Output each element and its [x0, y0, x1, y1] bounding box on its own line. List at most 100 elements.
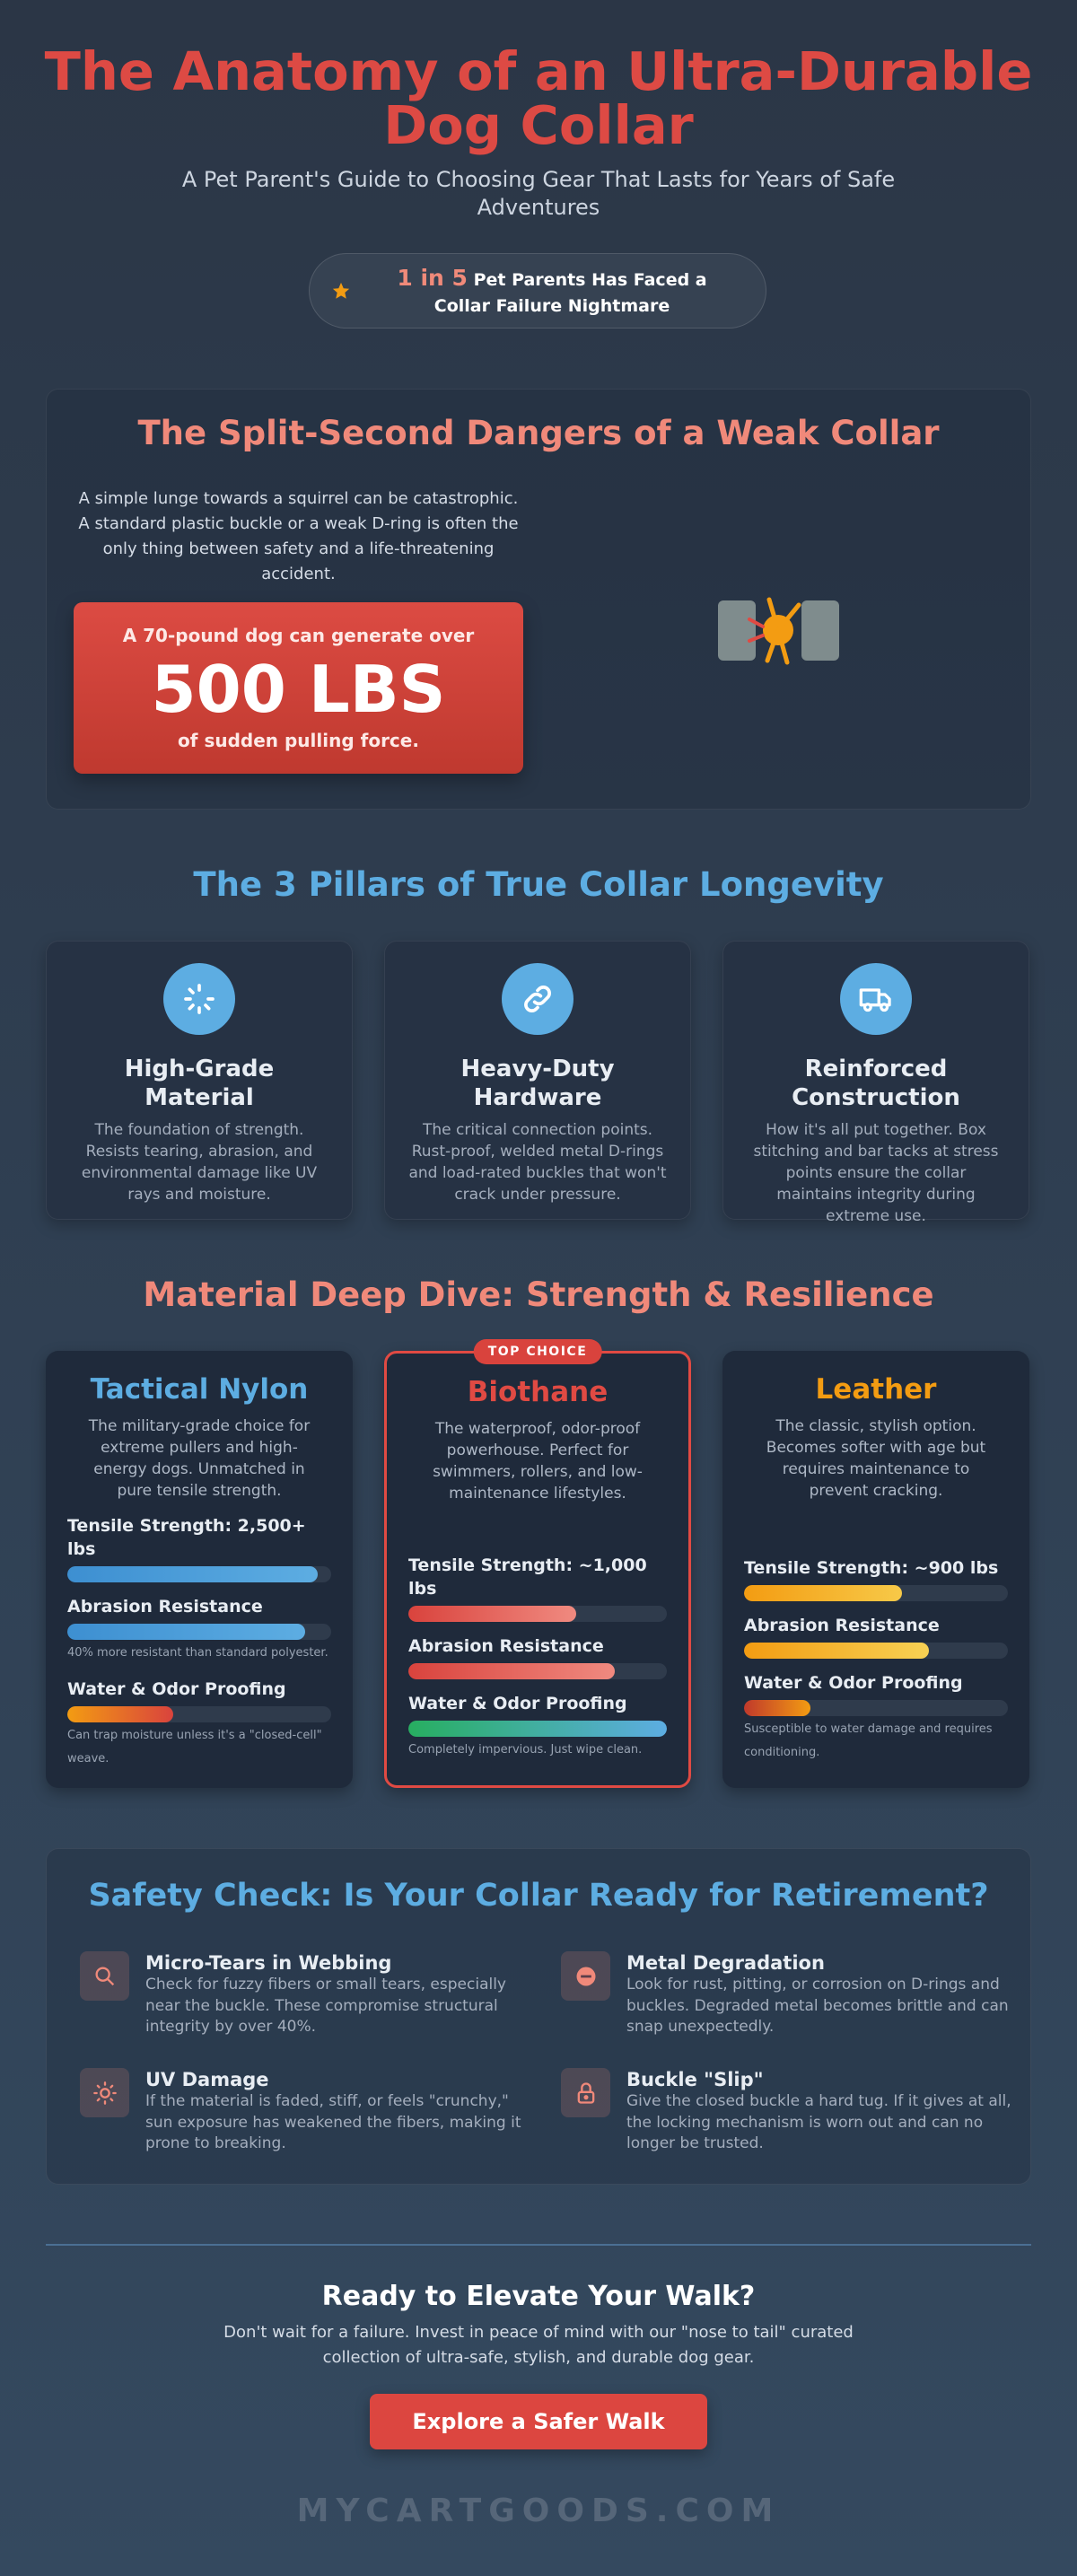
- pillar-icon: [840, 963, 912, 1035]
- metric-note: Susceptible to water damage and requires…: [744, 1722, 993, 1759]
- metric: Abrasion Resistance: [744, 1614, 1008, 1659]
- materials-title: Material Deep Dive: Strength & Resilienc…: [143, 1275, 934, 1314]
- metric: Abrasion Resistance 40% more resistant th…: [67, 1595, 331, 1665]
- material-name: Biothane: [467, 1376, 609, 1408]
- pillar-title: Reinforced Construction: [792, 1056, 960, 1111]
- metric-track: [67, 1706, 331, 1722]
- pillar-glyph: [184, 984, 215, 1014]
- metric-track: [67, 1624, 331, 1640]
- metric-bar: [744, 1585, 903, 1601]
- material-card: Tactical Nylon The military-grade choice …: [46, 1351, 353, 1788]
- metric: Water & Odor Proofing Susceptible to wate…: [744, 1671, 1008, 1765]
- safety-icon: [80, 2068, 129, 2117]
- safety-item-text: Check for fuzzy fibers or small tears, e…: [145, 1976, 506, 2036]
- dangers-body: A simple lunge towards a squirrel can be…: [78, 489, 519, 583]
- safety-icon: [561, 2068, 610, 2117]
- divider: [46, 2244, 1031, 2246]
- metric: Abrasion Resistance: [408, 1634, 667, 1679]
- safety-card: Safety Check: Is Your Collar Ready for R…: [46, 1848, 1031, 2185]
- metric-label: Water & Odor Proofing: [67, 1679, 286, 1699]
- stat-pill: 1 in 5 Pet Parents Has Faced a Collar Fa…: [309, 253, 766, 329]
- metric-track: [744, 1585, 1008, 1601]
- metric-bar: [408, 1663, 616, 1679]
- pillar-title: High-Grade Material: [124, 1056, 275, 1111]
- pillar-glyph: [524, 986, 551, 1012]
- metric-track: [67, 1566, 331, 1582]
- pillar-text: The foundation of strength. Resists tear…: [81, 1121, 318, 1204]
- pillar-card: Reinforced Construction How it's all put …: [722, 941, 1029, 1225]
- metric-bar: [744, 1643, 929, 1659]
- metric-track: [408, 1663, 667, 1679]
- dangers-title: The Split-Second Dangers of a Weak Colla…: [137, 414, 940, 452]
- safety-icon: [561, 1951, 610, 2001]
- safety-glyph: [92, 2081, 117, 2105]
- metric-label: Abrasion Resistance: [744, 1616, 940, 1635]
- metrics: Tensile Strength: ~900 lbs Abrasion Resis…: [744, 1544, 1008, 1765]
- material-name: Tactical Nylon: [90, 1373, 309, 1406]
- pillar-text: The critical connection points. Rust-pro…: [408, 1121, 667, 1204]
- safety-title: Safety Check: Is Your Collar Ready for R…: [88, 1878, 989, 1914]
- material-card: TOP CHOICE Biothane The waterproof, odor-p…: [384, 1339, 691, 1788]
- callout-figure: 500 LBS: [151, 652, 446, 727]
- pillar-card: Heavy-Duty Hardware The critical connecti…: [384, 941, 691, 1220]
- safety-icon: [80, 1951, 129, 2001]
- metric-track: [744, 1700, 1008, 1716]
- stat-highlight: 1 in 5: [397, 265, 468, 291]
- star-icon: [332, 282, 350, 299]
- pillar-icon: [163, 963, 235, 1035]
- metric-label: Tensile Strength: ~1,000 lbs: [408, 1555, 647, 1599]
- metric-bar: [67, 1706, 173, 1722]
- pillar-icon: [502, 963, 574, 1035]
- metric-bar: [744, 1700, 810, 1716]
- safety-item-title: Buckle "Slip": [626, 2069, 764, 2090]
- metric-track: [408, 1606, 667, 1622]
- safety-item-text: Look for rust, pitting, or corrosion on …: [626, 1976, 1009, 2036]
- metric-note: Can trap moisture unless it's a "closed-…: [67, 1729, 322, 1766]
- callout-lead: A 70-pound dog can generate over: [122, 625, 475, 646]
- metric: Water & Odor Proofing Can trap moisture u…: [67, 1678, 331, 1771]
- pillar-glyph: [859, 988, 891, 1012]
- cta-title: Ready to Elevate Your Walk?: [321, 2281, 756, 2312]
- footer-brand: MYCARTGOODS.COM: [296, 2493, 781, 2529]
- material-name: Leather: [815, 1373, 937, 1406]
- material-text: The waterproof, odor-proof powerhouse. P…: [433, 1420, 643, 1503]
- metric-bar: [408, 1606, 577, 1622]
- title: The Anatomy of an Ultra-Durable Dog Coll…: [44, 40, 1033, 156]
- safety-item-text: If the material is faded, stiff, or feel…: [145, 2092, 521, 2152]
- safety-item-title: UV Damage: [145, 2069, 269, 2090]
- material-card: Leather The classic, stylish option. Beco…: [722, 1351, 1029, 1788]
- metric: Water & Odor Proofing Completely impervio…: [408, 1692, 667, 1762]
- pillars-title: The 3 Pillars of True Collar Longevity: [193, 865, 884, 904]
- pillar-title: Heavy-Duty Hardware: [460, 1056, 615, 1111]
- safety-item-title: Metal Degradation: [626, 1952, 825, 1974]
- metric-bar: [67, 1566, 319, 1582]
- metric: Tensile Strength: 2,500+ lbs: [67, 1514, 331, 1582]
- metric-track: [744, 1643, 1008, 1659]
- metric-label: Tensile Strength: 2,500+ lbs: [67, 1516, 306, 1559]
- callout-tail: of sudden pulling force.: [178, 730, 419, 751]
- breaking-buckle-icon: [718, 597, 839, 665]
- metric-track: [408, 1721, 667, 1737]
- callout-box: A 70-pound dog can generate over 500 LBS…: [74, 602, 523, 774]
- metric: Tensile Strength: ~900 lbs: [744, 1556, 1008, 1601]
- metric-note: Completely impervious. Just wipe clean.: [408, 1743, 643, 1757]
- metric-bar: [408, 1721, 667, 1737]
- metric-label: Abrasion Resistance: [67, 1597, 263, 1617]
- metric-label: Abrasion Resistance: [408, 1636, 604, 1656]
- metrics: Tensile Strength: 2,500+ lbs Abrasion Res…: [67, 1502, 331, 1771]
- material-text: The classic, stylish option. Becomes sof…: [766, 1417, 986, 1500]
- metric-note: 40% more resistant than standard polyest…: [67, 1646, 328, 1660]
- safety-glyph: [577, 2081, 594, 2104]
- cta-button[interactable]: Explore a Safer Walk: [370, 2394, 707, 2449]
- stat-text-wrap: 1 in 5 Pet Parents Has Faced a Collar Fa…: [372, 265, 731, 320]
- metric: Tensile Strength: ~1,000 lbs: [408, 1554, 667, 1622]
- metric-bar: [67, 1624, 305, 1640]
- pillar-card: High-Grade Material The foundation of str…: [46, 941, 353, 1220]
- metrics: Tensile Strength: ~1,000 lbs Abrasion Res…: [408, 1541, 667, 1762]
- stat-text: Pet Parents Has Faced a Collar Failure N…: [433, 270, 707, 316]
- top-choice-badge: TOP CHOICE: [473, 1339, 602, 1364]
- subtitle: A Pet Parent's Guide to Choosing Gear Th…: [181, 167, 896, 220]
- metric-label: Tensile Strength: ~900 lbs: [744, 1558, 999, 1578]
- safety-item-title: Micro-Tears in Webbing: [145, 1952, 392, 1974]
